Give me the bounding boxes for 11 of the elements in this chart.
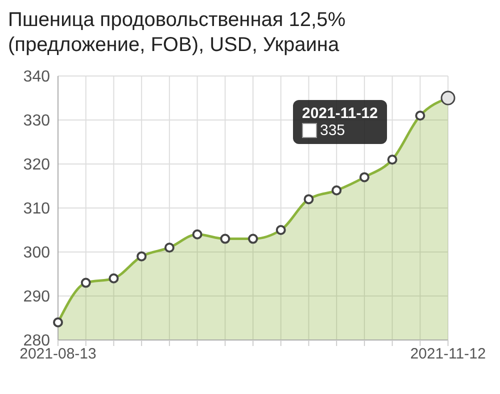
- y-tick-label: 290: [23, 288, 50, 306]
- y-tick-label: 320: [23, 156, 50, 174]
- y-tick-label: 340: [23, 68, 50, 86]
- tooltip: 2021-11-12 335: [293, 100, 387, 144]
- y-tick-label: 300: [23, 244, 50, 262]
- annotation: 335: [320, 122, 346, 139]
- y-tick-label: 330: [23, 112, 50, 130]
- chart-title: Пшеница продовольственная 12,5% (предложение, FOB), USD, Украина: [8, 8, 346, 58]
- x-tick-label: 2021-08-13: [20, 346, 96, 363]
- y-tick-label: 310: [23, 200, 50, 218]
- annotation: 2021-11-12: [302, 105, 378, 122]
